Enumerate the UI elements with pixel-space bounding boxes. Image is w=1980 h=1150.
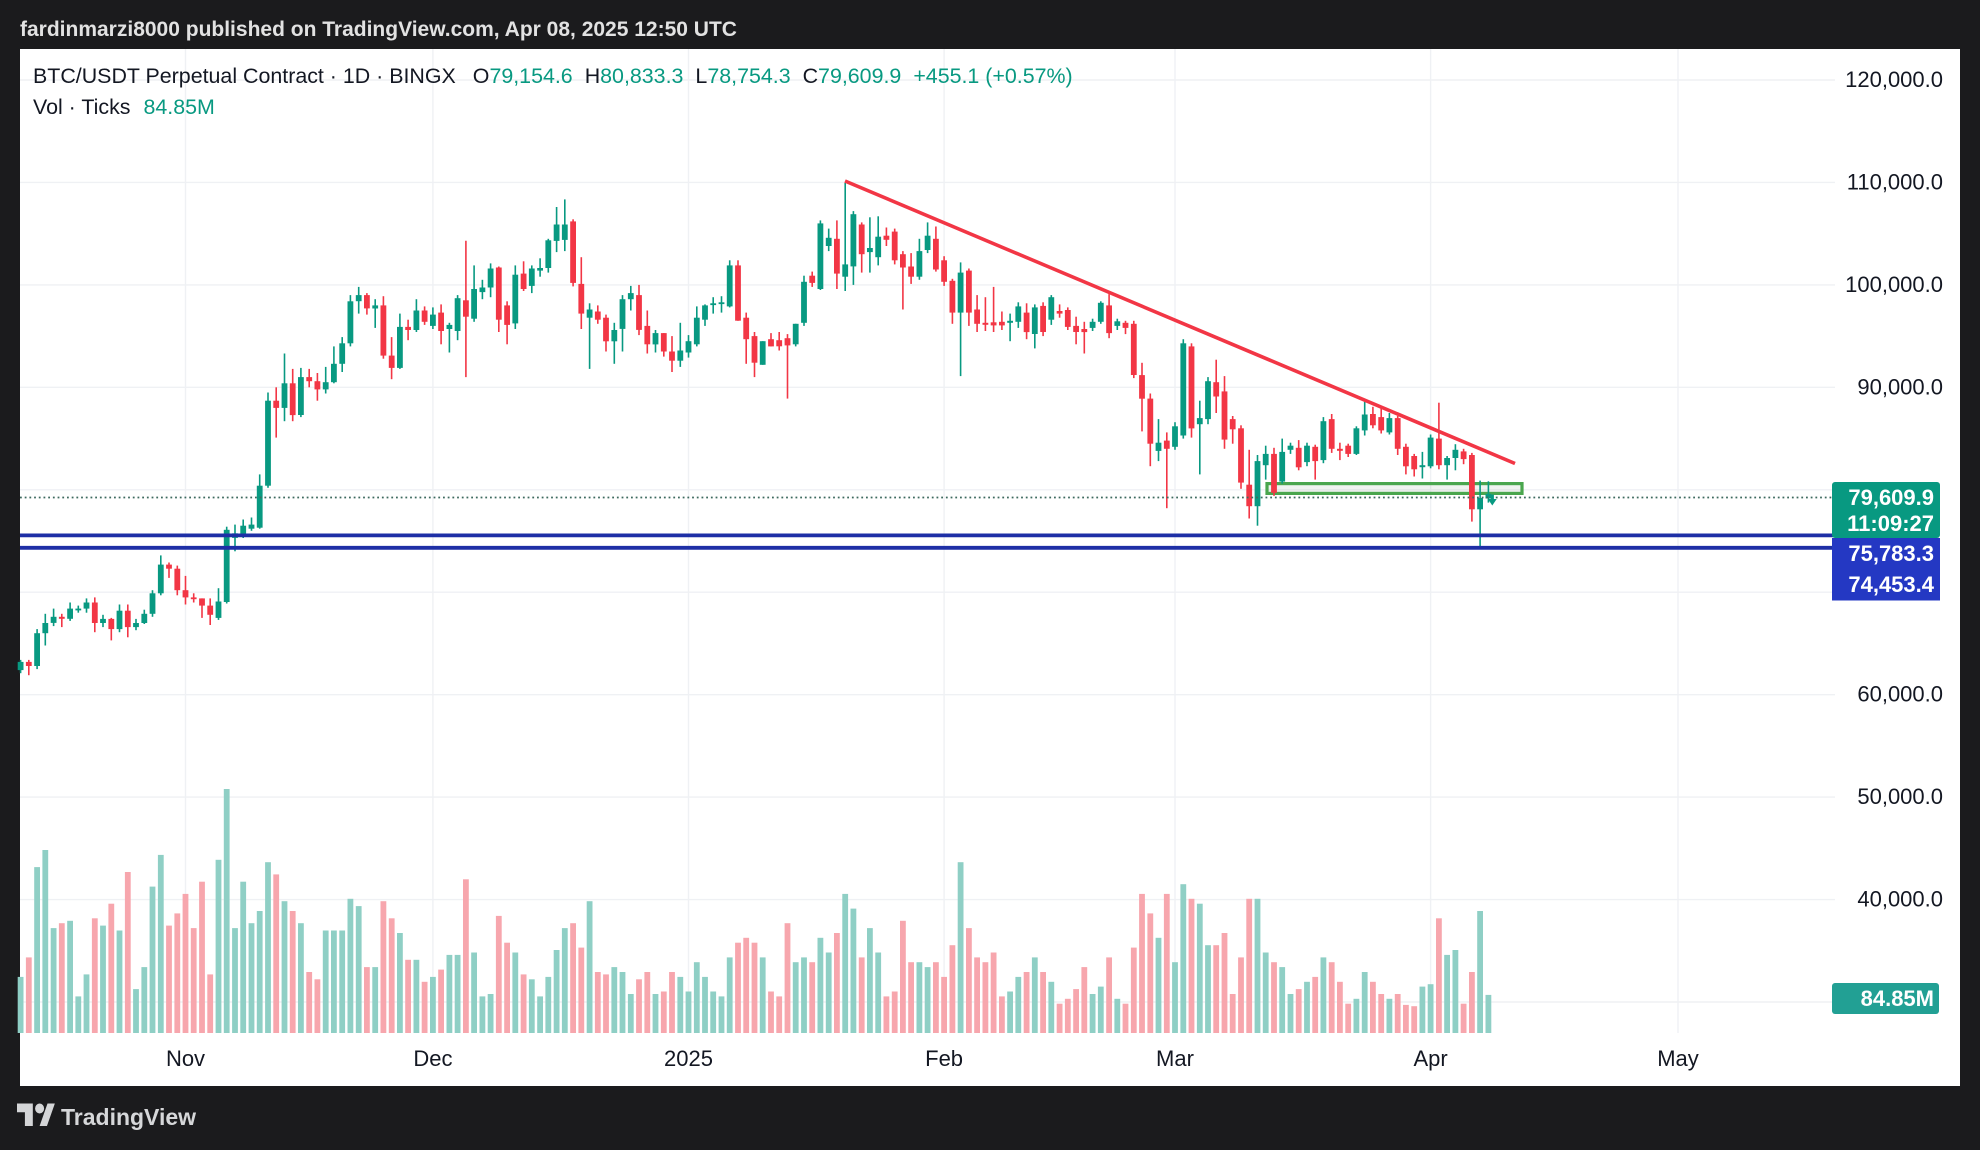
svg-text:84.85M: 84.85M <box>1861 986 1934 1011</box>
svg-text:Nov: Nov <box>166 1046 205 1071</box>
svg-text:90,000.0: 90,000.0 <box>1857 374 1943 399</box>
svg-text:74,453.4: 74,453.4 <box>1848 572 1934 597</box>
svg-text:120,000.0: 120,000.0 <box>1845 67 1943 92</box>
svg-text:BTC/USDT Perpetual Contract ·: BTC/USDT Perpetual Contract · 1D · BINGX… <box>33 64 1073 88</box>
svg-text:60,000.0: 60,000.0 <box>1857 682 1943 707</box>
svg-text:Feb: Feb <box>925 1046 963 1071</box>
svg-text:TradingView: TradingView <box>61 1104 196 1130</box>
svg-text:100,000.0: 100,000.0 <box>1845 272 1943 297</box>
svg-text:Apr: Apr <box>1413 1046 1447 1071</box>
svg-text:May: May <box>1657 1046 1699 1071</box>
svg-text:79,609.9: 79,609.9 <box>1848 485 1934 510</box>
svg-text:11:09:27: 11:09:27 <box>1847 511 1934 536</box>
svg-text:110,000.0: 110,000.0 <box>1847 169 1943 194</box>
svg-text:Mar: Mar <box>1156 1046 1194 1071</box>
svg-text:Dec: Dec <box>413 1046 452 1071</box>
svg-text:75,783.3: 75,783.3 <box>1848 541 1934 566</box>
svg-text:2025: 2025 <box>664 1046 713 1071</box>
svg-text:40,000.0: 40,000.0 <box>1857 887 1943 912</box>
svg-text:fardinmarzi8000 published on T: fardinmarzi8000 published on TradingView… <box>20 18 737 41</box>
svg-text:50,000.0: 50,000.0 <box>1857 784 1943 809</box>
